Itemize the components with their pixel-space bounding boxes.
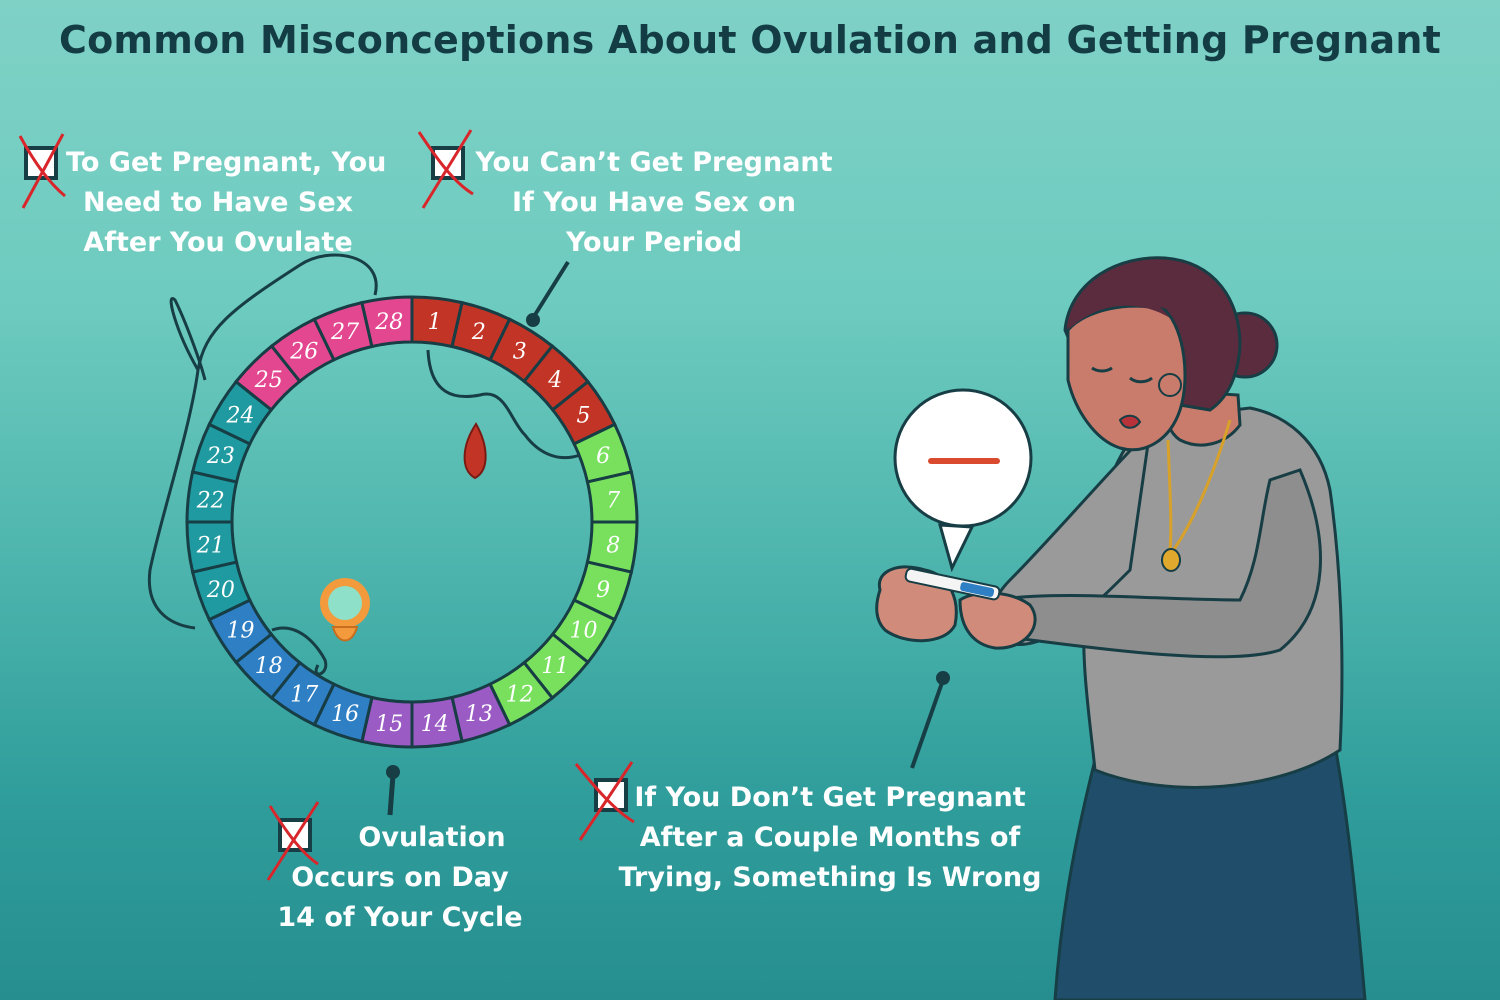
cycle-day-label: 4 [547, 368, 562, 393]
cycle-day-label: 7 [606, 488, 620, 513]
myth-2-line-2: If You Have Sex on [512, 187, 796, 218]
myth-4-line-3: Trying, Something Is Wrong [618, 862, 1042, 893]
cycle-day-segment [360, 295, 414, 349]
blood-drop-icon [463, 422, 487, 480]
cycle-day-label: 9 [596, 578, 610, 603]
cycle-day-label: 17 [290, 682, 318, 707]
pointer-dot-myth-3 [386, 765, 400, 779]
woman-figure [875, 256, 1367, 1000]
negative-line-icon [928, 458, 1000, 464]
myth-3-line-2: Occurs on Day [291, 862, 509, 893]
pointer-dot-myth-2 [526, 313, 540, 327]
page-title: Common Misconceptions About Ovulation an… [59, 18, 1441, 62]
cycle-day-label: 10 [569, 619, 597, 644]
pointer-line-myth-3 [387, 774, 396, 816]
cycle-day-label: 13 [465, 702, 493, 727]
pointer-line-myth-4 [910, 679, 945, 769]
cycle-day-label: 24 [226, 403, 255, 428]
cycle-day-label: 8 [606, 534, 620, 559]
myth-1-line-1: To Get Pregnant, You [66, 147, 387, 178]
cycle-day-label: 2 [471, 320, 486, 345]
cycle-day-label: 16 [331, 702, 359, 727]
cycle-day-label: 3 [513, 340, 527, 365]
cycle-day-label: 1 [428, 310, 442, 335]
pointer-loop [169, 296, 207, 381]
inner-doodle-line-2 [271, 626, 328, 676]
crossed-checkbox-icon [417, 129, 474, 209]
myth-1-line-2: Need to Have Sex [82, 187, 354, 218]
cycle-day-label: 5 [576, 403, 590, 428]
result-bubble [893, 388, 1033, 573]
cycle-day-label: 20 [206, 578, 235, 603]
crossed-checkbox-icon [18, 133, 66, 209]
myth-2-text: You Can’t Get Pregnant If You Have Sex o… [474, 143, 834, 263]
myth-1-text: To Get Pregnant, You Need to Have Sex Af… [66, 143, 387, 263]
myth-4-line-2: After a Couple Months of [639, 822, 1021, 853]
cycle-day-label: 27 [330, 320, 359, 345]
cycle-day-label: 26 [289, 340, 318, 365]
cycle-day-label: 14 [421, 712, 449, 737]
cycle-day-label: 22 [196, 488, 225, 513]
inner-doodle-line [426, 349, 581, 460]
crossed-checkbox-icon [266, 801, 320, 881]
cycle-day-label: 6 [596, 444, 610, 469]
egg-icon [320, 578, 370, 642]
cycle-day-label: 28 [374, 310, 403, 335]
crossed-checkbox-icon [574, 761, 635, 841]
myth-2-line-3: Your Period [565, 227, 743, 258]
myth-3-line-1: Ovulation [358, 822, 506, 853]
cycle-day-label: 12 [506, 682, 534, 707]
myth-3-line-3: 14 of Your Cycle [277, 902, 523, 933]
myth-4-text: If You Don’t Get Pregnant After a Couple… [610, 778, 1050, 898]
myth-4-line-1: If You Don’t Get Pregnant [634, 782, 1026, 813]
myth-2-line-1: You Can’t Get Pregnant [475, 147, 833, 178]
cycle-day-label: 25 [254, 368, 283, 393]
cycle-day-label: 15 [375, 712, 403, 737]
locket-icon [1161, 548, 1181, 572]
myth-3-text: Ovulation Occurs on Day 14 of Your Cycle [265, 818, 535, 938]
pointer-line-myth-2 [531, 260, 570, 320]
myth-1-line-3: After You Ovulate [83, 227, 353, 258]
pointer-dot-myth-4 [936, 671, 950, 685]
cycle-day-label: 21 [196, 534, 225, 559]
cycle-day-label: 11 [541, 654, 569, 679]
cycle-day-label: 19 [227, 619, 255, 644]
cycle-day-label: 23 [206, 444, 235, 469]
cycle-day-label: 18 [255, 654, 283, 679]
